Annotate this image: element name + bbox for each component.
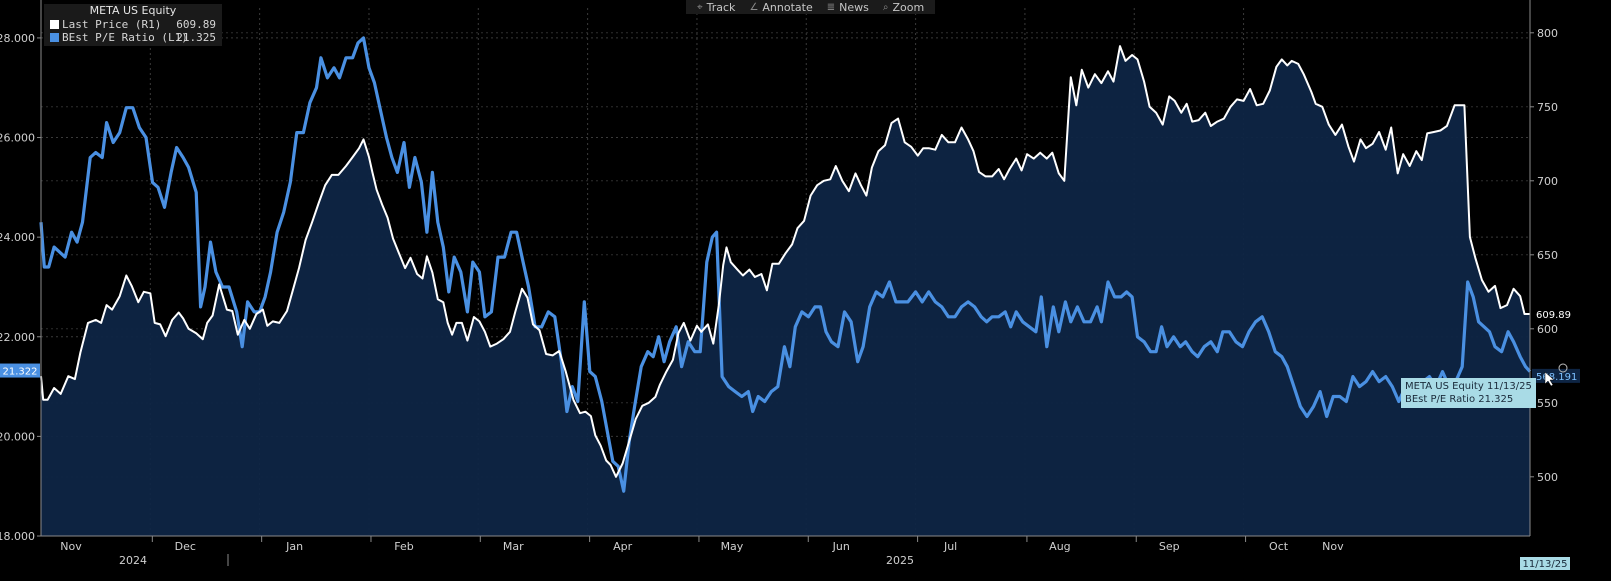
month-label: Oct bbox=[1269, 540, 1289, 553]
legend-name: Last Price (R1) bbox=[62, 18, 162, 31]
magnifier-icon: ⌕ bbox=[882, 1, 889, 13]
right-tick-label: 750 bbox=[1537, 101, 1558, 114]
zoom-label: Zoom bbox=[892, 0, 925, 14]
legend-value: 21.325 bbox=[176, 31, 216, 44]
month-label: Feb bbox=[394, 540, 413, 553]
series-line-pe-ratio[interactable] bbox=[39, 36, 1532, 493]
track-label: Track bbox=[706, 0, 736, 14]
annotate-label: Annotate bbox=[762, 0, 813, 14]
zoom-button[interactable]: ⌕ Zoom bbox=[878, 1, 929, 14]
annotate-button[interactable]: ∠ Annotate bbox=[744, 1, 817, 14]
crosshair-icon: ⌖ bbox=[697, 1, 703, 13]
tooltip-line-1: META US Equity 11/13/25 bbox=[1405, 381, 1532, 392]
right-tick-label: 550 bbox=[1537, 397, 1558, 410]
month-label: Mar bbox=[503, 540, 524, 553]
legend-swatch-pe-ratio bbox=[50, 33, 59, 42]
legend-swatch-last-price bbox=[50, 20, 59, 29]
left-current-badge bbox=[0, 363, 40, 378]
month-label: Nov bbox=[60, 540, 82, 553]
crosshair-marker-icon bbox=[1558, 363, 1568, 373]
left-tick-label: 24.000 bbox=[0, 231, 35, 244]
left-tick-label: 18.000 bbox=[0, 530, 35, 543]
right-price-badge bbox=[1532, 307, 1578, 322]
left-current-label: 21.322 bbox=[3, 367, 38, 378]
hover-tooltip: META US Equity 11/13/25 BEst P/E Ratio 2… bbox=[1401, 378, 1536, 408]
year-label: 2024 bbox=[119, 554, 147, 567]
legend-value: 609.89 bbox=[176, 18, 216, 31]
month-label: Jun bbox=[832, 540, 850, 553]
month-label: May bbox=[721, 540, 744, 553]
right-tick-label: 600 bbox=[1537, 323, 1558, 336]
left-tick-label: 20.000 bbox=[0, 430, 35, 443]
right-tick-label: 500 bbox=[1537, 471, 1558, 484]
series-line-last-price[interactable] bbox=[40, 45, 1530, 478]
left-tick-label: 22.000 bbox=[0, 331, 35, 344]
mouse-cursor-icon bbox=[1544, 371, 1555, 387]
month-label: Apr bbox=[613, 540, 633, 553]
month-label: Sep bbox=[1159, 540, 1180, 553]
right-tick-label: 800 bbox=[1537, 27, 1558, 40]
right-price-label: 609.89 bbox=[1536, 310, 1571, 321]
right-tick-label: 700 bbox=[1537, 175, 1558, 188]
month-label: Jan bbox=[285, 540, 303, 553]
price-area-fill bbox=[41, 46, 1530, 536]
news-icon: ≣ bbox=[826, 1, 836, 13]
legend-entry-last-price[interactable]: Last Price (R1) 609.89 bbox=[44, 18, 222, 31]
right-hover-label: 568.191 bbox=[1536, 372, 1577, 383]
right-tick-label: 650 bbox=[1537, 249, 1558, 262]
track-button[interactable]: ⌖ Track bbox=[692, 1, 740, 14]
legend-title: META US Equity bbox=[89, 4, 177, 17]
legend-entry-pe-ratio[interactable]: BEst P/E Ratio (L1) 21.325 bbox=[44, 31, 222, 44]
chart-toolbar: ⌖ Track ∠ Annotate ≣ News ⌕ Zoom bbox=[686, 0, 936, 14]
left-tick-label: 26.000 bbox=[0, 132, 35, 145]
month-label: Aug bbox=[1049, 540, 1070, 553]
left-tick-label: 28.000 bbox=[0, 32, 35, 45]
news-button[interactable]: ≣ News bbox=[822, 1, 874, 14]
month-label: Jul bbox=[943, 540, 957, 553]
end-date-label: 11/13/25 bbox=[1523, 559, 1568, 570]
chart-legend: META US Equity Last Price (R1) 609.89 BE… bbox=[44, 4, 222, 46]
month-label: Dec bbox=[175, 540, 196, 553]
tooltip-line-2: BEst P/E Ratio 21.325 bbox=[1405, 394, 1514, 405]
end-date-badge bbox=[1520, 557, 1570, 570]
pencil-icon: ∠ bbox=[749, 1, 759, 13]
right-hover-badge bbox=[1532, 368, 1580, 383]
month-label: Nov bbox=[1322, 540, 1344, 553]
year-label: 2025 bbox=[886, 554, 914, 567]
news-label: News bbox=[839, 0, 869, 14]
legend-name: BEst P/E Ratio (L1) bbox=[62, 31, 188, 44]
